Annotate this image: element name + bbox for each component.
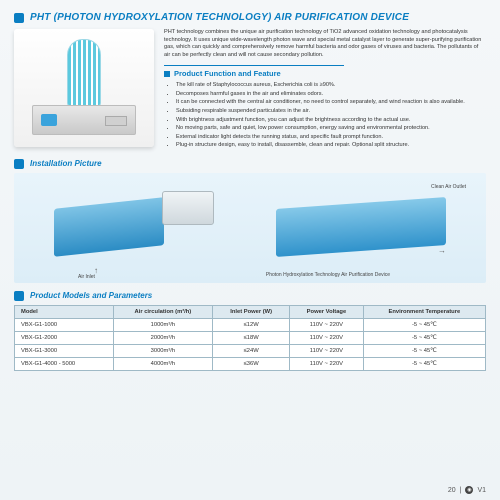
bullet-icon	[14, 159, 24, 169]
list-item: Plug-in structure design, easy to instal…	[176, 142, 486, 150]
page-number: 20	[448, 487, 456, 494]
brand-icon: ◉	[465, 486, 473, 494]
params-heading: Product Models and Parameters	[14, 291, 486, 301]
cell: ≤18W	[213, 331, 290, 344]
cell: 3000m³/h	[113, 344, 212, 357]
list-item: External indicator light detects the run…	[176, 134, 486, 142]
cell: VBX-G1-3000	[15, 344, 114, 357]
install-heading: Installation Picture	[14, 159, 486, 169]
cell: ≤12W	[213, 318, 290, 331]
installation-diagram: ↑ → Air Inlet Clean Air Outlet Photon Hy…	[14, 173, 486, 283]
page-title: PHT (PHOTON HYDROXYLATION TECHNOLOGY) AI…	[30, 12, 409, 23]
list-item: It can be connected with the central air…	[176, 99, 486, 107]
unit-icon	[162, 191, 214, 225]
col-header: Inlet Power (W)	[213, 305, 290, 318]
bullet-icon	[14, 291, 24, 301]
label-inlet: Air Inlet	[78, 275, 95, 281]
label-device: Photon Hydroxylation Technology Air Puri…	[266, 273, 390, 279]
cell: 110V ~ 220V	[290, 331, 363, 344]
table-row: VBX-G1-4000 - 5000 4000m³/h ≤36W 110V ~ …	[15, 357, 486, 370]
col-header: Power Voltage	[290, 305, 363, 318]
cell: VBX-G1-2000	[15, 331, 114, 344]
intro-text: PHT technology combines the unique air p…	[164, 29, 486, 59]
cell: 4000m³/h	[113, 357, 212, 370]
separator: |	[460, 487, 462, 494]
table-row: VBX-G1-3000 3000m³/h ≤24W 110V ~ 220V -5…	[15, 344, 486, 357]
product-image	[14, 29, 154, 147]
features-heading: Product Function and Feature	[164, 65, 344, 79]
cell: VBX-G1-4000 - 5000	[15, 357, 114, 370]
list-item: With brightness adjustment function, you…	[176, 117, 486, 125]
cell: 110V ~ 220V	[290, 318, 363, 331]
table-header-row: Model Air circulation (m³/h) Inlet Power…	[15, 305, 486, 318]
table-row: VBX-G1-1000 1000m³/h ≤12W 110V ~ 220V -5…	[15, 318, 486, 331]
col-header: Air circulation (m³/h)	[113, 305, 212, 318]
title-bullet-icon	[14, 13, 24, 23]
table-body: VBX-G1-1000 1000m³/h ≤12W 110V ~ 220V -5…	[15, 318, 486, 370]
duct-right-icon	[276, 197, 446, 257]
cell: 1000m³/h	[113, 318, 212, 331]
params-title: Product Models and Parameters	[30, 291, 152, 300]
duct-left-icon	[54, 197, 164, 257]
col-header: Model	[15, 305, 114, 318]
page: PHT (PHOTON HYDROXYLATION TECHNOLOGY) AI…	[0, 0, 500, 500]
list-item: The kill rate of Staphylococcus aureus, …	[176, 82, 486, 90]
description-column: PHT technology combines the unique air p…	[164, 29, 486, 151]
cell: 110V ~ 220V	[290, 357, 363, 370]
features-title: Product Function and Feature	[174, 69, 281, 79]
install-title: Installation Picture	[30, 159, 102, 168]
cell: ≤24W	[213, 344, 290, 357]
params-table: Model Air circulation (m³/h) Inlet Power…	[14, 305, 486, 371]
cell: ≤36W	[213, 357, 290, 370]
label-outlet: Clean Air Outlet	[431, 185, 466, 191]
cell: -5 ~ 45℃	[363, 357, 485, 370]
table-row: VBX-G1-2000 2000m³/h ≤18W 110V ~ 220V -5…	[15, 331, 486, 344]
top-row: PHT technology combines the unique air p…	[14, 29, 486, 151]
cell: -5 ~ 45℃	[363, 318, 485, 331]
arrow-right-icon: →	[438, 246, 446, 255]
cell: -5 ~ 45℃	[363, 331, 485, 344]
page-footer: 20 | ◉ V1	[448, 486, 486, 494]
col-header: Environment Temperature	[363, 305, 485, 318]
device-base-icon	[32, 105, 136, 135]
features-list: The kill rate of Staphylococcus aureus, …	[164, 82, 486, 149]
cell: -5 ~ 45℃	[363, 344, 485, 357]
cell: 110V ~ 220V	[290, 344, 363, 357]
cell: VBX-G1-1000	[15, 318, 114, 331]
list-item: Subsiding respirable suspended particula…	[176, 108, 486, 116]
bullet-icon	[164, 71, 170, 77]
parameters-section: Product Models and Parameters Model Air …	[14, 291, 486, 371]
installation-section: Installation Picture ↑ → Air Inlet Clean…	[14, 159, 486, 283]
cell: 2000m³/h	[113, 331, 212, 344]
list-item: Decomposes harmful gases in the air and …	[176, 91, 486, 99]
device-tube-icon	[67, 39, 101, 107]
brand-label: V1	[477, 487, 486, 494]
list-item: No moving parts, safe and quiet, low pow…	[176, 125, 486, 133]
main-heading: PHT (PHOTON HYDROXYLATION TECHNOLOGY) AI…	[14, 12, 486, 23]
